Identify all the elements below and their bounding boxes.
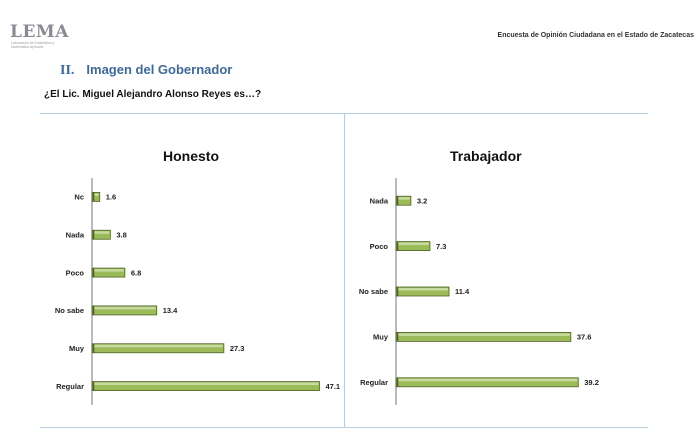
chart-0-bar-highlight bbox=[93, 382, 319, 386]
chart-1-bar-highlight bbox=[397, 288, 449, 291]
chart-1-category-label: No sabe bbox=[359, 287, 388, 296]
section-number: II. bbox=[60, 63, 75, 78]
chart-0-bar bbox=[91, 192, 101, 202]
chart-0-value-label: 6.8 bbox=[131, 268, 141, 277]
survey-question: ¿El Lic. Miguel Alejandro Alonso Reyes e… bbox=[44, 89, 262, 100]
chart-1-value-label: 39.2 bbox=[584, 378, 599, 387]
chart-0-bar bbox=[91, 267, 126, 278]
chart-1-bar bbox=[395, 195, 412, 206]
chart-1-value-label: 7.3 bbox=[436, 242, 446, 251]
chart-1-bar bbox=[395, 286, 450, 297]
chart-1-category-label: Regular bbox=[360, 378, 388, 387]
section-title: II. Imagen del Gobernador bbox=[60, 62, 232, 79]
chart-0-category-label: No sabe bbox=[55, 306, 84, 315]
logo-text: LEMA bbox=[10, 22, 69, 42]
chart-1-value-label: 3.2 bbox=[417, 196, 427, 205]
chart-1-bar-highlight bbox=[397, 333, 570, 336]
chart-0-value-label: 13.4 bbox=[163, 306, 178, 315]
chart-1-bar-highlight bbox=[397, 197, 410, 200]
chart-1-category-label: Nada bbox=[370, 196, 389, 205]
chart-0-bar-highlight bbox=[93, 269, 124, 272]
chart-0-value-label: 27.3 bbox=[230, 344, 245, 353]
chart-0-category-label: Nc bbox=[74, 193, 84, 202]
chart-0-bar bbox=[91, 229, 111, 240]
panel-divider bbox=[344, 113, 345, 427]
chart-0-category-label: Muy bbox=[69, 344, 85, 353]
chart-0-bar bbox=[91, 343, 225, 354]
chart-0-value-label: 47.1 bbox=[325, 382, 340, 391]
chart-0-category-label: Nada bbox=[66, 230, 85, 239]
chart-title-trabajador: Trabajador bbox=[450, 148, 522, 164]
chart-0-bar-highlight bbox=[93, 344, 223, 348]
chart-0-bar-highlight bbox=[93, 231, 110, 234]
chart-0-bar-highlight bbox=[93, 306, 156, 310]
logo-subtitle: Laboratorio de Estadística y Matemática … bbox=[11, 41, 55, 49]
chart-title-honesto: Honesto bbox=[163, 148, 219, 164]
document-header: Encuesta de Opinión Ciudadana en el Esta… bbox=[497, 32, 694, 39]
chart-1-bar bbox=[395, 241, 431, 252]
chart-0-value-label: 3.8 bbox=[116, 230, 126, 239]
bottom-rule bbox=[40, 427, 648, 428]
chart-1-bar-highlight bbox=[397, 378, 578, 382]
section-title-text: Imagen del Gobernador bbox=[86, 62, 233, 77]
chart-0-bar-highlight bbox=[93, 193, 99, 196]
chart-1-value-label: 11.4 bbox=[455, 287, 470, 296]
chart-1-bar bbox=[395, 331, 572, 342]
chart-0-category-label: Regular bbox=[56, 382, 84, 391]
chart-0-bar bbox=[91, 381, 320, 391]
chart-1-value-label: 37.6 bbox=[577, 333, 592, 342]
chart-0-value-label: 1.6 bbox=[106, 193, 116, 202]
chart-1-category-label: Poco bbox=[370, 242, 389, 251]
chart-0-category-label: Poco bbox=[66, 268, 85, 277]
chart-1-bar bbox=[395, 377, 579, 388]
chart-1-category-label: Muy bbox=[373, 333, 389, 342]
lema-logo: LEMA Laboratorio de Estadística y Matemá… bbox=[10, 22, 68, 49]
chart-0-bar bbox=[91, 305, 158, 316]
chart-1-bar-highlight bbox=[397, 242, 429, 246]
